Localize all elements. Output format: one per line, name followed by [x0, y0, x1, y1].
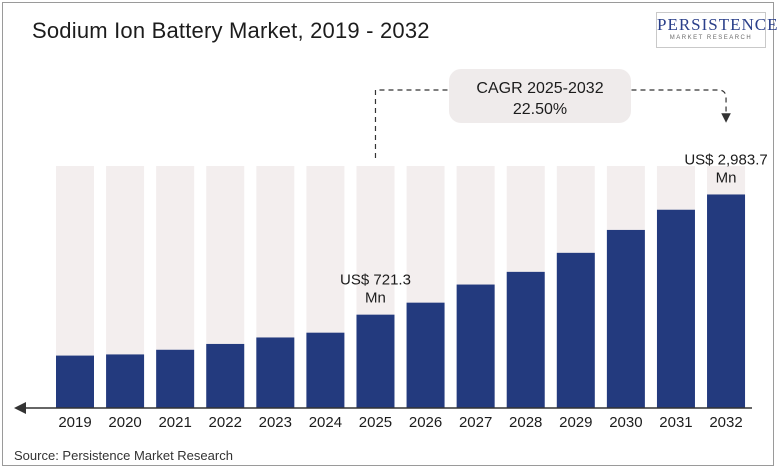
bar-2029: [556, 252, 595, 408]
x-tick-label-2029: 2029: [559, 414, 592, 431]
x-tick-label-2021: 2021: [158, 414, 191, 431]
x-tick-label-2024: 2024: [309, 414, 342, 431]
bar-2020: [106, 354, 145, 408]
x-tick-label-2032: 2032: [709, 414, 742, 431]
bar-2032: [707, 194, 746, 408]
cagr-label: CAGR 2025-2032: [476, 80, 603, 97]
x-tick-label-2023: 2023: [259, 414, 292, 431]
x-tick-label-2020: 2020: [108, 414, 141, 431]
cagr-callout-box: [449, 69, 631, 123]
logo-main-text: PERSISTENCE: [657, 15, 778, 34]
bar-2024: [306, 332, 345, 408]
cagr-value: 22.50%: [513, 101, 567, 118]
bar-2028: [506, 271, 545, 408]
data-label-unit-2032: Mn: [716, 169, 737, 186]
logo-sub-text: MARKET RESEARCH: [669, 35, 753, 41]
x-tick-label-2019: 2019: [58, 414, 91, 431]
x-tick-label-2028: 2028: [509, 414, 542, 431]
bar-2030: [606, 229, 645, 408]
bar-2025: [356, 314, 395, 408]
x-tick-label-2030: 2030: [609, 414, 642, 431]
bar-2022: [206, 343, 245, 408]
bar-2019: [56, 355, 94, 408]
cagr-connector-arrow: [374, 89, 731, 158]
x-tick-label-2027: 2027: [459, 414, 492, 431]
bar-2023: [256, 337, 295, 408]
x-tick-label-2022: 2022: [209, 414, 242, 431]
x-tick-label-2026: 2026: [409, 414, 442, 431]
data-label-unit-2025: Mn: [365, 290, 386, 307]
x-tick-label-2031: 2031: [659, 414, 692, 431]
x-tick-label-2025: 2025: [359, 414, 392, 431]
bar-2021: [156, 349, 195, 408]
data-label-2025: US$ 721.3: [340, 272, 411, 289]
chart-title: Sodium Ion Battery Market, 2019 - 2032: [32, 18, 430, 43]
source-note: Source: Persistence Market Research: [14, 448, 233, 463]
bar-2031: [656, 209, 695, 408]
bar-2027: [456, 284, 495, 408]
data-label-2032: US$ 2,983.7: [684, 151, 767, 168]
brand-logo: PERSISTENCE MARKET RESEARCH: [656, 12, 778, 48]
bar-2026: [406, 302, 445, 408]
